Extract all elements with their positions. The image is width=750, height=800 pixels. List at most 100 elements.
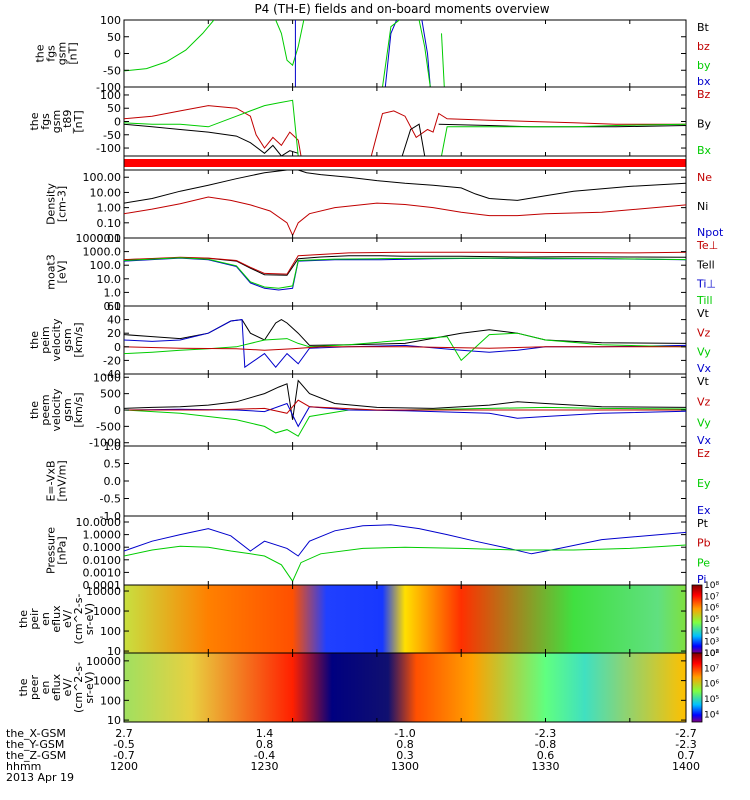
y-axis-label: eV/ xyxy=(61,610,74,628)
legend-entry: Vx xyxy=(697,434,712,447)
row-label-x-gsm: the_X-GSM xyxy=(6,727,66,740)
y-axis-label: (cm^2-s- xyxy=(72,662,85,713)
y-tick-label: 0 xyxy=(114,116,121,129)
y-tick-label: 10.0 xyxy=(97,273,122,286)
colorbar xyxy=(691,652,703,723)
y-tick-label: -1.0 xyxy=(100,510,121,523)
y-tick-label: 100.00 xyxy=(83,171,122,184)
y-tick-label: 0.1000 xyxy=(83,541,122,554)
panel-frame xyxy=(123,19,687,88)
y-axis-label: eV/ xyxy=(61,678,74,696)
y-axis-label: en xyxy=(39,681,52,695)
y-axis-label: gsm xyxy=(56,42,69,65)
colorbar-tick-label: 10⁴ xyxy=(704,710,719,720)
y-axis-label: the xyxy=(17,678,30,696)
y-tick-label: 40 xyxy=(107,314,121,327)
colorbar-tick-label: 10⁵ xyxy=(704,615,719,625)
y-tick-label: 10000 xyxy=(86,585,121,598)
colorbar-tick-label: 10⁶ xyxy=(704,604,719,614)
panel-9: 10⁸10⁷10⁶10⁵10⁴10³10²10000100010010thepe… xyxy=(17,581,719,659)
y-tick-label: 10000.0 xyxy=(76,232,122,245)
y-tick-label: 10 xyxy=(107,714,121,727)
y-axis-label: the xyxy=(17,610,30,628)
date-label: 2013 Apr 19 xyxy=(6,771,74,784)
y-axis-label: peir xyxy=(28,608,41,630)
x-axis-footer: the_X-GSM the_Y-GSM the_Z-GSM hhmm 2013 … xyxy=(6,727,700,784)
y-axis-label: [nT] xyxy=(72,110,85,132)
legend-entry: Ez xyxy=(697,447,710,460)
legend-entry: Till xyxy=(696,294,713,307)
series-line-green xyxy=(382,20,400,87)
legend-entry: bz xyxy=(697,40,710,53)
x-tick-label-x: 2.7 xyxy=(115,727,133,740)
y-tick-label: 100.0 xyxy=(90,259,122,272)
legend-entry: Ni xyxy=(697,200,708,213)
y-tick-label: 0.01 xyxy=(97,232,122,245)
y-axis-label: moat3 xyxy=(45,254,58,290)
y-tick-label: -0.5 xyxy=(100,493,121,506)
y-tick-label: 0.0100 xyxy=(83,554,122,567)
y-tick-label: 1000 xyxy=(93,675,121,688)
y-axis-label: peem xyxy=(39,394,52,425)
legend-entry: Pe xyxy=(697,556,710,569)
y-axis-label: Pressure xyxy=(45,527,58,574)
colorbar-tick-label: 10³ xyxy=(704,638,719,648)
colorbar-tick-label: 10⁵ xyxy=(704,695,719,705)
series-line-red xyxy=(124,399,686,414)
y-axis-label: _t89 xyxy=(61,110,74,135)
spectrogram-image xyxy=(124,653,686,722)
panel-frame xyxy=(123,445,687,517)
x-tick-label-hhmm: 1200 xyxy=(110,760,138,773)
y-tick-label: 10000 xyxy=(86,655,121,668)
x-tick-label-y: -0.8 xyxy=(535,738,556,751)
x-tick-label-hhmm: 1330 xyxy=(532,760,560,773)
panel-3: 100.00 10.00 1.00 0.10 0.01 Density[cm-3] Ne Ni… xyxy=(45,169,724,245)
legend-entry: Te⊥ xyxy=(696,239,718,252)
y-axis-label: Density xyxy=(45,183,58,225)
y-axis-label: velocity xyxy=(50,318,63,361)
y-axis-label: [nT] xyxy=(67,42,80,64)
legend-entry: Ey xyxy=(697,477,711,490)
y-axis-label: the xyxy=(28,112,41,130)
panel-frame xyxy=(123,237,687,307)
y-tick-label: -100 xyxy=(96,142,121,155)
legend-entry: bx xyxy=(697,75,711,88)
panel-frame xyxy=(123,515,687,586)
legend-entry: Ne xyxy=(697,171,712,184)
x-tick-label-x: 1.4 xyxy=(256,727,274,740)
y-axis-label: fgs xyxy=(39,113,52,130)
y-tick-label: 0.5 xyxy=(104,458,122,471)
colorbar-tick-label: 10⁸ xyxy=(704,581,719,591)
series-line-green xyxy=(124,332,686,362)
x-tick-label-z: -0.4 xyxy=(254,749,275,762)
colorbar-tick-label: 10⁷ xyxy=(704,664,719,674)
series-line-green xyxy=(441,123,686,156)
legend-entry: Npot xyxy=(697,226,724,239)
y-axis-label: peer xyxy=(28,675,41,701)
y-tick-label: 1.0 xyxy=(104,286,122,299)
y-tick-label: 0.0001 xyxy=(83,579,122,592)
plot-title: P4 (TH-E) fields and on-board moments ov… xyxy=(254,2,549,16)
x-tick-label-hhmm: 1230 xyxy=(251,760,279,773)
panel-10: 10⁸ 10⁷ 10⁶ 10⁵ 10⁴ 10000 1000 100 10 thepeerenef… xyxy=(17,649,719,727)
y-tick-label: -20 xyxy=(103,354,121,367)
legend-entry: Bz xyxy=(697,88,711,101)
legend-entry: Vt xyxy=(697,375,710,388)
y-tick-label: 20 xyxy=(107,327,121,340)
y-axis-label: eflux xyxy=(50,673,63,701)
colorbar-tick-label: 10² xyxy=(704,649,719,659)
series-line-green xyxy=(124,257,686,289)
row-label-z-gsm: the_Z-GSM xyxy=(6,749,66,762)
y-tick-label: 100 xyxy=(100,694,121,707)
panel-2 xyxy=(123,155,687,171)
y-axis-label: fgs xyxy=(45,45,58,62)
y-tick-label: 50 xyxy=(107,102,121,115)
y-axis-label: [km/s] xyxy=(72,392,85,427)
series-line-black xyxy=(401,123,426,156)
y-tick-label: 1.0 xyxy=(104,440,122,453)
